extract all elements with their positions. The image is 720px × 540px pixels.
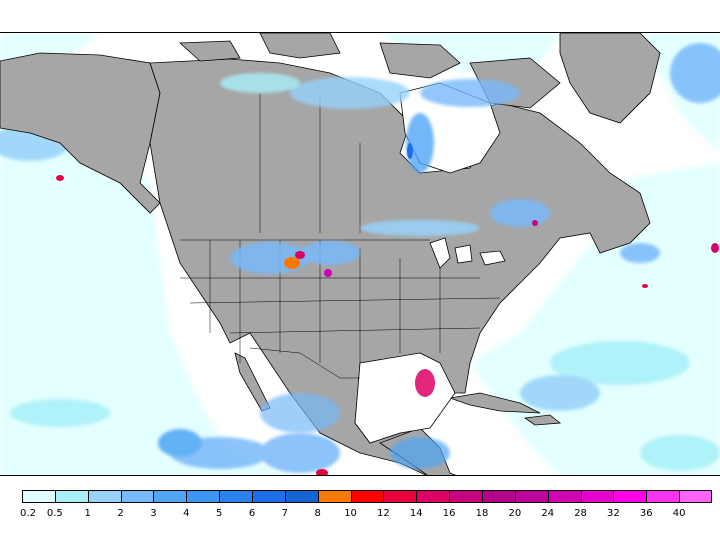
legend-swatch <box>186 490 220 503</box>
legend-swatch <box>613 490 647 503</box>
legend-tick-label: 2 <box>117 508 124 519</box>
legend-swatch <box>87 490 122 503</box>
legend-tick-label: 0.5 <box>46 508 63 519</box>
legend-swatch <box>383 490 417 503</box>
legend-swatch <box>219 490 253 503</box>
legend-swatch <box>120 490 154 503</box>
legend-tick-label: 6 <box>248 508 256 519</box>
legend-swatch <box>482 490 516 503</box>
legend-swatch <box>153 490 187 503</box>
legend-swatch <box>54 490 89 503</box>
legend-swatch <box>679 490 713 503</box>
legend-swatch <box>317 490 352 503</box>
legend-tick-label: 32 <box>607 508 620 519</box>
intense-precip <box>56 143 719 475</box>
legend-swatch <box>580 490 614 503</box>
legend-tick-label: 18 <box>475 508 489 519</box>
legend-tick-label: 10 <box>344 508 357 519</box>
legend-swatch <box>416 490 450 503</box>
legend-swatch <box>350 490 384 503</box>
legend-tick-label: 1 <box>84 508 91 519</box>
legend-swatch <box>252 490 286 503</box>
precip-legend <box>22 490 713 504</box>
ocean-precip-medium <box>0 43 720 473</box>
map-canvas <box>0 33 720 475</box>
legend-tick-label: 28 <box>574 508 587 519</box>
legend-tick-label: 40 <box>672 508 686 519</box>
legend-tick-label: 12 <box>377 508 390 519</box>
legend-tick-label: 7 <box>281 508 289 519</box>
legend-tick-label: 3 <box>150 508 157 519</box>
legend-swatch <box>514 490 549 503</box>
legend-tick-label: 5 <box>215 508 223 519</box>
legend-tick-label: 4 <box>183 508 190 519</box>
legend-tick-label: 16 <box>442 508 456 519</box>
legend-swatch <box>646 490 680 503</box>
legend-tick-label: 24 <box>541 508 555 519</box>
legend-tick-label: 0.2 <box>20 508 36 519</box>
legend-swatch <box>449 490 483 503</box>
legend-swatch <box>22 490 56 503</box>
legend-tick-label: 20 <box>508 508 522 519</box>
legend-tick-label: 14 <box>409 508 423 519</box>
precipitation-map <box>0 32 720 476</box>
legend-tick-label: 8 <box>314 508 321 519</box>
legend-swatch <box>547 490 582 503</box>
legend-tick-label: 36 <box>639 508 653 519</box>
legend-swatch <box>284 490 319 503</box>
